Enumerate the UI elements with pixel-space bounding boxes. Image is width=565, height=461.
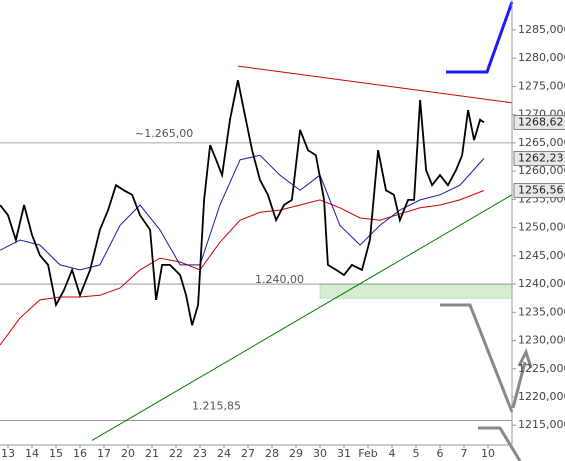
- x-tick-label: 20: [121, 447, 135, 460]
- level-label: ~1.265,00: [135, 127, 193, 140]
- x-tick-label: 15: [49, 447, 63, 460]
- y-tick-label: 1275,000: [518, 79, 565, 92]
- projection-rebound: [511, 361, 527, 409]
- series-line: [0, 80, 485, 326]
- x-tick-label: 17: [97, 447, 111, 460]
- x-tick-label: 22: [169, 447, 183, 460]
- x-tick-label: 30: [313, 447, 327, 460]
- x-tick-label: 23: [193, 447, 207, 460]
- plot-area: ~1.265,00 1.240,00 1.215,85: [0, 65, 513, 441]
- x-tick-label: 27: [241, 447, 255, 460]
- arrow-head: [517, 348, 533, 369]
- y-tick-label: 1265,000: [518, 136, 565, 149]
- x-tick-label: 7: [460, 447, 467, 460]
- x-tick-label: 24: [217, 447, 231, 460]
- y-tick-label: 1230,000: [518, 334, 565, 347]
- y-tick-label: 1225,000: [518, 362, 565, 375]
- projection-up: [446, 1, 514, 74]
- x-tick-label: 6: [436, 447, 443, 460]
- x-tick-label: 5: [412, 447, 419, 460]
- projection-low: [478, 426, 522, 461]
- x-tick-label: 31: [337, 447, 351, 460]
- support-zone: [319, 283, 513, 299]
- last-value-label: 1262,23: [518, 152, 564, 165]
- last-value-label: 1256,56: [518, 184, 564, 197]
- x-tick-label: Feb: [358, 447, 377, 460]
- level-label: 1.215,85: [192, 399, 241, 412]
- trendline: [237, 65, 513, 104]
- x-tick-label: 21: [145, 447, 159, 460]
- x-tick-label: 13: [1, 447, 15, 460]
- y-tick-label: 1285,000: [518, 23, 565, 36]
- y-tick-label: 1245,000: [518, 249, 565, 262]
- last-value-box: [513, 115, 565, 130]
- x-tick-label: 16: [73, 447, 87, 460]
- y-tick-label: 1280,000: [518, 51, 565, 64]
- x-tick-label: 28: [265, 447, 279, 460]
- series-line: [0, 154, 485, 271]
- y-tick-label: 1235,000: [518, 305, 565, 318]
- x-tick-label: 29: [289, 447, 303, 460]
- y-tick-label: 1250,000: [518, 221, 565, 234]
- y-tick-label: 1220,000: [518, 390, 565, 403]
- last-value-box: [513, 151, 565, 166]
- x-tick-label: 10: [481, 447, 495, 460]
- projection-down: [440, 303, 514, 413]
- last-value-box: [513, 183, 565, 198]
- y-tick-label: 1215,000: [518, 418, 565, 431]
- y-tick-label: 1240,000: [518, 277, 565, 290]
- trendline: [91, 194, 513, 441]
- y-tick-label: 1260,000: [518, 164, 565, 177]
- level-label: 1.240,00: [255, 273, 304, 286]
- last-value-label: 1268,62: [518, 115, 564, 128]
- x-tick-label: 14: [25, 447, 39, 460]
- x-tick-label: 4: [388, 447, 395, 460]
